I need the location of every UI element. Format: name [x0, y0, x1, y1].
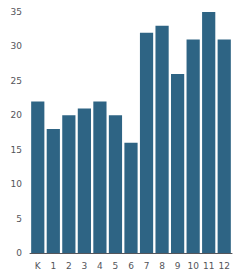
svg-text:5: 5	[16, 214, 22, 224]
svg-text:3: 3	[82, 261, 88, 271]
svg-text:0: 0	[16, 248, 22, 258]
svg-text:30: 30	[11, 41, 23, 51]
svg-text:9: 9	[175, 261, 181, 271]
svg-text:8: 8	[159, 261, 165, 271]
svg-text:2: 2	[66, 261, 72, 271]
svg-text:11: 11	[203, 261, 214, 271]
svg-text:K: K	[35, 261, 42, 271]
svg-text:20: 20	[11, 110, 23, 120]
svg-text:1: 1	[50, 261, 56, 271]
svg-text:25: 25	[11, 76, 22, 86]
svg-text:15: 15	[11, 145, 22, 155]
svg-text:5: 5	[113, 261, 119, 271]
svg-text:10: 10	[187, 261, 199, 271]
svg-text:7: 7	[144, 261, 150, 271]
svg-text:35: 35	[11, 7, 22, 17]
svg-text:6: 6	[128, 261, 134, 271]
svg-text:12: 12	[219, 261, 230, 271]
svg-text:4: 4	[97, 261, 103, 271]
svg-text:10: 10	[11, 179, 23, 189]
